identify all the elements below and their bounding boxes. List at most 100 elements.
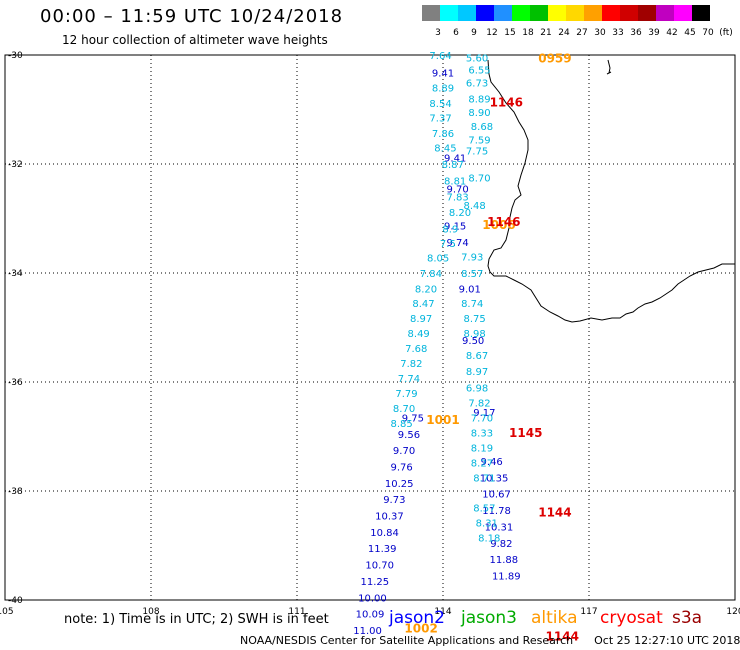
wave-height-value: 11.78 [482, 506, 511, 517]
wave-height-value: 9.41 [432, 68, 454, 79]
colorbar-label: 39 [648, 28, 660, 38]
wave-height-value: 8.19 [471, 443, 493, 454]
latitude-label: -30 [8, 51, 23, 61]
wave-height-value: 11.89 [492, 571, 521, 582]
latitude-label: -40 [8, 596, 23, 606]
wave-height-value: 7.68 [405, 344, 427, 355]
credit-line: NOAA/NESDIS Center for Satellite Applica… [240, 634, 740, 647]
wave-height-value: 7.5 [440, 239, 456, 250]
colorbar-swatch [512, 5, 530, 21]
wave-height-value: 9.70 [446, 185, 468, 196]
wave-height-value: 8.9 [442, 224, 458, 235]
page-subtitle: 12 hour collection of altimeter wave hei… [62, 33, 328, 47]
wave-height-value: 8.05 [427, 254, 449, 265]
colorbar-swatch [494, 5, 512, 21]
satellite-legend-s3a: s3a [672, 608, 703, 628]
colorbar-label: 21 [540, 28, 552, 38]
wave-height-value: 7.83 [446, 193, 468, 204]
latitude-label: -32 [8, 160, 23, 170]
wave-height-value: 7.93 [461, 253, 483, 264]
wave-height-value: 7.59 [468, 135, 490, 146]
wave-height-value: 6.55 [468, 66, 490, 77]
colorbar-label: 9 [471, 28, 477, 38]
longitude-label: 111 [288, 607, 305, 617]
wave-height-value: 7.37 [429, 114, 451, 125]
wave-height-value: 7.82 [400, 359, 422, 370]
pass-time-label: 1144 [546, 629, 579, 643]
longitude-label: 114 [434, 607, 451, 617]
wave-height-value: 9.46 [481, 457, 503, 468]
colorbar-label: 6 [453, 28, 459, 38]
wave-height-value: 8.68 [471, 122, 493, 133]
latitude-label: -34 [8, 269, 23, 279]
wave-height-points: 9.41 9.41 9.70 9.15 9.74 9.01 9.50 9.75 9.56 9.70… [353, 51, 520, 637]
wave-height-value: 10.84 [370, 528, 399, 539]
wave-height-value: 8.47 [412, 299, 434, 310]
satellite-legend-cryosat: cryosat [600, 608, 663, 628]
pass-time-label: 1146 [487, 215, 520, 229]
wave-height-value: 9.73 [383, 495, 405, 506]
colorbar-swatch [530, 5, 548, 21]
wave-height-value: 8.71 [473, 473, 495, 484]
wave-height-value: 8.90 [468, 108, 490, 119]
wave-height-value: 10.31 [485, 522, 514, 533]
wave-height-value: 8.81 [444, 176, 466, 187]
wave-height-value: 9.56 [398, 430, 420, 441]
satellite-legend-altika: altika [531, 608, 578, 628]
colorbar-label: 3 [435, 28, 441, 38]
longitude-label: 105 [0, 607, 14, 617]
wave-height-value: 9.75 [402, 413, 424, 424]
colorbar-label: 70 [702, 28, 714, 38]
colorbar-label: 33 [612, 28, 624, 38]
wave-height-value: 10.00 [358, 593, 387, 604]
wave-height-value: 11.39 [368, 544, 397, 555]
wave-height-value: 9.76 [391, 462, 413, 473]
colorbar-swatch [458, 5, 476, 21]
colorbar-label: 24 [558, 28, 570, 38]
longitude-label: 117 [580, 607, 597, 617]
wave-height-value: 8.20 [415, 284, 437, 295]
colorbar-label: 12 [486, 28, 498, 38]
longitude-labels: 105 108 111 114 117 120 [0, 607, 740, 617]
wave-height-value: 8.31 [476, 519, 498, 530]
longitude-label: 108 [142, 607, 159, 617]
wave-height-value: 9.01 [459, 284, 481, 295]
wave-height-value: 8.98 [464, 329, 486, 340]
satellite-legend-jason2: jason2 [389, 608, 445, 628]
wave-height-value: 8.27 [471, 459, 493, 470]
wave-height-value: 8.97 [466, 367, 488, 378]
coastline [487, 59, 735, 323]
pass-time-label: 1002 [404, 621, 437, 635]
wave-height-value: 8.45 [434, 144, 456, 155]
colorbar-label: 36 [630, 28, 642, 38]
wave-height-value: 10.67 [482, 490, 511, 501]
colorbar-label: (ft) [719, 28, 733, 38]
colorbar-swatch [638, 5, 656, 21]
pass-time-label: 1144 [538, 506, 571, 520]
wave-height-value: 8.70 [468, 174, 490, 185]
colorbar-swatch [620, 5, 638, 21]
wave-height-value: 11.25 [361, 577, 390, 588]
pass-time-label: 1006 [482, 218, 515, 232]
colorbar-swatch [422, 5, 440, 21]
wave-height-value: 8.75 [464, 314, 486, 325]
wave-height-value: 7.70 [471, 413, 493, 424]
colorbar-swatch [476, 5, 494, 21]
colorbar-label: 30 [594, 28, 606, 38]
colorbar-swatch [656, 5, 674, 21]
wave-height-value: 10.25 [385, 479, 414, 490]
wave-height-value: 6.98 [466, 383, 488, 394]
colorbar-swatch [584, 5, 602, 21]
colorbar-label: 45 [684, 28, 696, 38]
wave-height-value: 11.00 [353, 626, 382, 637]
colorbar-swatch [674, 5, 692, 21]
coastline-island [606, 59, 612, 75]
wave-height-value: 8.85 [391, 419, 413, 430]
colorbar-label: 27 [576, 28, 588, 38]
wave-height-value: 8.54 [429, 99, 451, 110]
longitude-label: 120 [726, 607, 740, 617]
wave-height-value: 7.79 [395, 389, 417, 400]
wave-height-value: 8.89 [468, 95, 490, 106]
